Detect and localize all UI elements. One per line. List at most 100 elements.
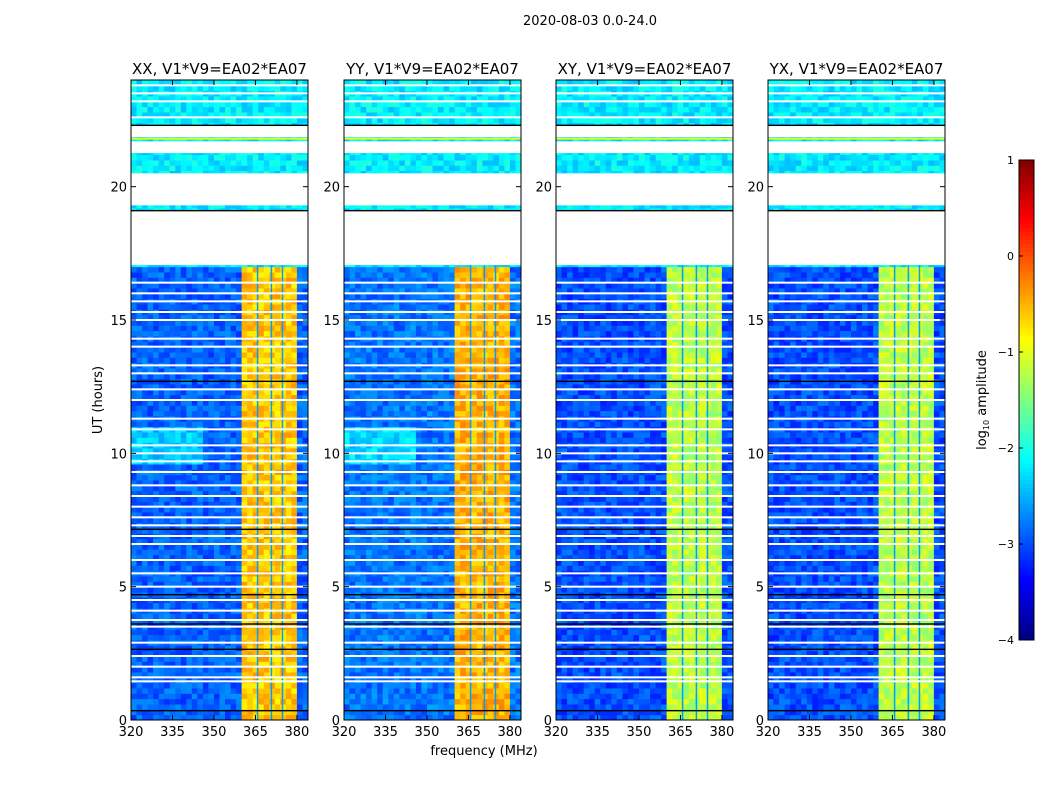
heatmap-cell	[169, 618, 176, 625]
heatmap-cell	[241, 693, 248, 700]
heatmap-cell	[291, 330, 298, 337]
heatmap-cell	[214, 320, 220, 326]
heatmap-cell	[147, 693, 154, 700]
heatmap-cell	[415, 634, 422, 641]
heatmap-cell	[202, 405, 209, 412]
heatmap-cell	[404, 586, 411, 593]
heatmap-cell	[208, 512, 215, 518]
heatmap-cell	[131, 106, 137, 113]
heatmap-cell	[471, 645, 478, 652]
heatmap-cell	[197, 682, 204, 689]
heatmap-cell	[153, 389, 160, 396]
heatmap-cell	[147, 165, 154, 172]
heatmap-cell	[219, 432, 226, 438]
heatmap-cell	[382, 650, 389, 657]
heatmap-cell	[169, 576, 176, 582]
heatmap-cell	[371, 645, 378, 652]
heatmap-cell	[147, 661, 154, 668]
heatmap-cell	[432, 656, 439, 662]
heatmap-cell	[225, 352, 231, 358]
heatmap-cell	[280, 432, 287, 438]
heatmap-cell	[214, 576, 220, 582]
heatmap-cell	[158, 682, 165, 689]
heatmap-cell	[291, 682, 298, 689]
heatmap-cell	[410, 682, 417, 689]
heatmap-cell	[460, 581, 467, 588]
heatmap-cell	[247, 453, 254, 460]
heatmap-cell	[197, 330, 204, 337]
heatmap-cell	[169, 266, 176, 273]
heatmap-cell	[449, 586, 456, 593]
heatmap-cell	[247, 682, 254, 689]
heatmap-cell	[388, 704, 395, 710]
heatmap-cell	[247, 330, 254, 337]
heatmap-cell	[158, 432, 165, 438]
heatmap-cell	[404, 677, 411, 684]
heatmap-cell	[274, 106, 281, 113]
heatmap-cell	[158, 661, 165, 668]
heatmap-cell	[136, 314, 143, 321]
heatmap-cell	[296, 544, 303, 550]
heatmap-cell	[454, 544, 461, 550]
heatmap-cell	[175, 634, 182, 641]
heatmap-cell	[186, 613, 193, 620]
heatmap-cell	[175, 704, 182, 710]
heatmap-cell	[241, 549, 248, 556]
heatmap-cell	[252, 618, 259, 625]
flagged-line	[131, 444, 308, 447]
heatmap-cell	[214, 693, 220, 700]
flagged-line	[131, 559, 308, 561]
heatmap-cell	[197, 709, 204, 716]
heatmap-cell	[197, 677, 204, 684]
heatmap-cell	[493, 544, 500, 550]
heatmap-cell	[258, 112, 265, 118]
heatmap-cell	[509, 698, 516, 705]
heatmap-cell	[449, 613, 456, 620]
heatmap-cell	[164, 112, 171, 118]
heatmap-cell	[153, 410, 160, 417]
heatmap-cell	[493, 666, 500, 673]
heatmap-cell	[241, 501, 248, 508]
heatmap-cell	[247, 602, 254, 609]
heatmap-cell	[147, 277, 154, 284]
heatmap-cell	[180, 528, 187, 534]
heatmap-cell	[360, 693, 367, 700]
heatmap-cell	[355, 672, 362, 678]
heatmap-cell	[296, 656, 303, 662]
heatmap-cell	[269, 277, 276, 284]
heatmap-cell	[230, 677, 237, 684]
heatmap-cell	[515, 709, 522, 716]
heatmap-cell	[285, 325, 292, 332]
heatmap-cell	[388, 645, 395, 652]
heatmap-cell	[498, 549, 505, 556]
heatmap-cell	[236, 490, 243, 497]
heatmap-cell	[241, 672, 248, 678]
heatmap-cell	[355, 656, 362, 662]
heatmap-cell	[230, 672, 237, 678]
heatmap-cell	[274, 154, 281, 161]
heatmap-cell	[269, 314, 276, 321]
heatmap-cell	[225, 544, 231, 550]
heatmap-cell	[142, 160, 149, 166]
heatmap-cell	[449, 544, 456, 550]
heatmap-cell	[202, 394, 209, 401]
heatmap-cell	[252, 202, 259, 209]
heatmap-cell	[214, 389, 220, 396]
heatmap-cell	[280, 288, 287, 294]
heatmap-cell	[214, 565, 220, 572]
heatmap-cell	[186, 554, 193, 561]
heatmap-cell	[291, 154, 298, 161]
heatmap-cell	[225, 346, 231, 353]
heatmap-cell	[202, 613, 209, 620]
heatmap-cell	[274, 304, 281, 310]
heatmap-cell	[186, 560, 193, 566]
heatmap-cell	[214, 645, 220, 652]
heatmap-cell	[186, 314, 193, 321]
heatmap-cell	[142, 554, 149, 561]
heatmap-cell	[197, 320, 204, 326]
heatmap-cell	[164, 85, 171, 92]
heatmap-cell	[191, 528, 198, 534]
heatmap-cell	[136, 512, 143, 518]
heatmap-cell	[443, 602, 450, 609]
heatmap-cell	[230, 704, 237, 710]
